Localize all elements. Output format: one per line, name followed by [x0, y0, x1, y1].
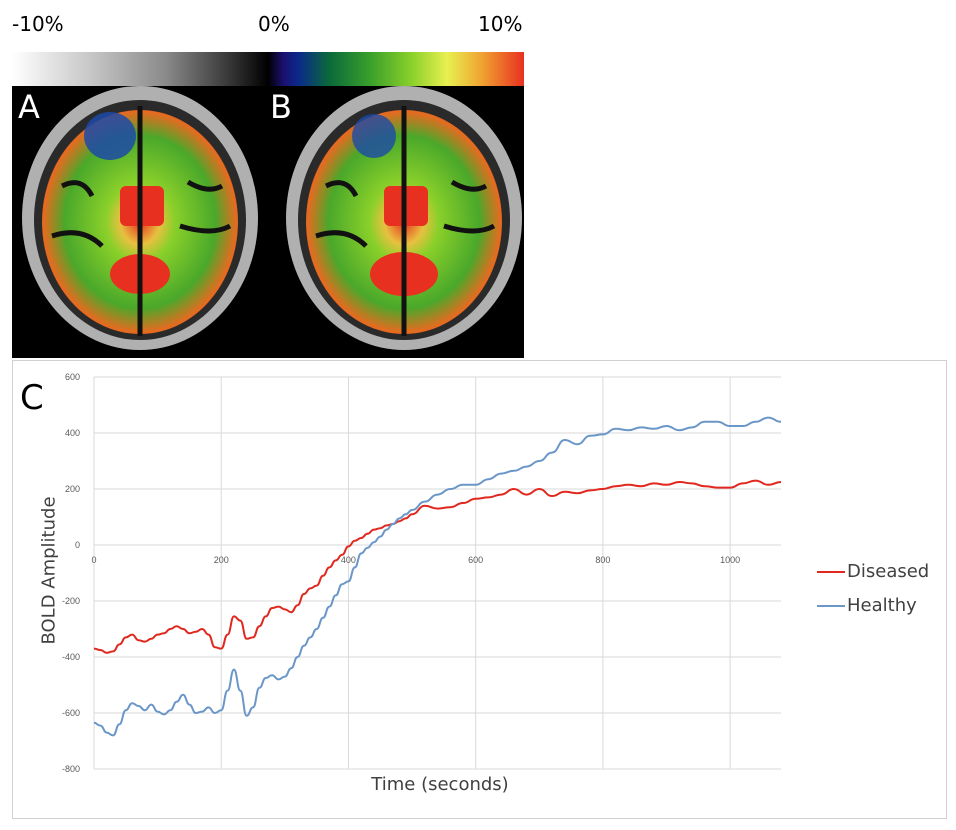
y-tick-label: 0 [75, 540, 80, 550]
legend-swatch-diseased [817, 570, 845, 573]
panel-label-b: B [270, 88, 292, 126]
brain-scan-b [286, 86, 522, 350]
y-tick-label: -200 [62, 596, 80, 606]
x-tick-label: 400 [341, 555, 356, 565]
panel-label-c: C [20, 378, 44, 418]
x-tick-label: 800 [595, 555, 610, 565]
y-tick-label: 600 [65, 372, 80, 382]
colorbar-min-label: -10% [12, 12, 64, 36]
y-tick-label: -800 [62, 764, 80, 774]
chart-frame [12, 360, 947, 819]
legend-item-diseased: Diseased [817, 561, 929, 582]
x-tick-label: 200 [214, 555, 229, 565]
series-line-diseased [93, 479, 782, 654]
panel-label-a: A [18, 88, 40, 126]
brain-scan-a [22, 86, 258, 350]
x-tick-label: 1000 [720, 555, 740, 565]
colorbar [12, 52, 524, 86]
y-tick-label: 200 [65, 484, 80, 494]
y-tick-label: -600 [62, 708, 80, 718]
legend-swatch-healthy [817, 604, 845, 607]
brain-scans-image [22, 86, 522, 350]
legend-label-diseased: Diseased [847, 561, 930, 582]
brain-images-panel: A B [12, 86, 524, 358]
legend-label-healthy: Healthy [847, 595, 917, 616]
colorbar-mid-label: 0% [258, 12, 290, 36]
legend-item-healthy: Healthy [817, 595, 917, 616]
y-tick-label: 400 [65, 428, 80, 438]
colorbar-max-label: 10% [478, 12, 523, 36]
series-line-healthy [93, 416, 782, 737]
y-tick-label: -400 [62, 652, 80, 662]
x-axis-title: Time (seconds) [371, 774, 509, 795]
y-axis-title: BOLD Amplitude [38, 496, 60, 645]
x-tick-label: 0 [91, 555, 96, 565]
x-tick-label: 600 [468, 555, 483, 565]
